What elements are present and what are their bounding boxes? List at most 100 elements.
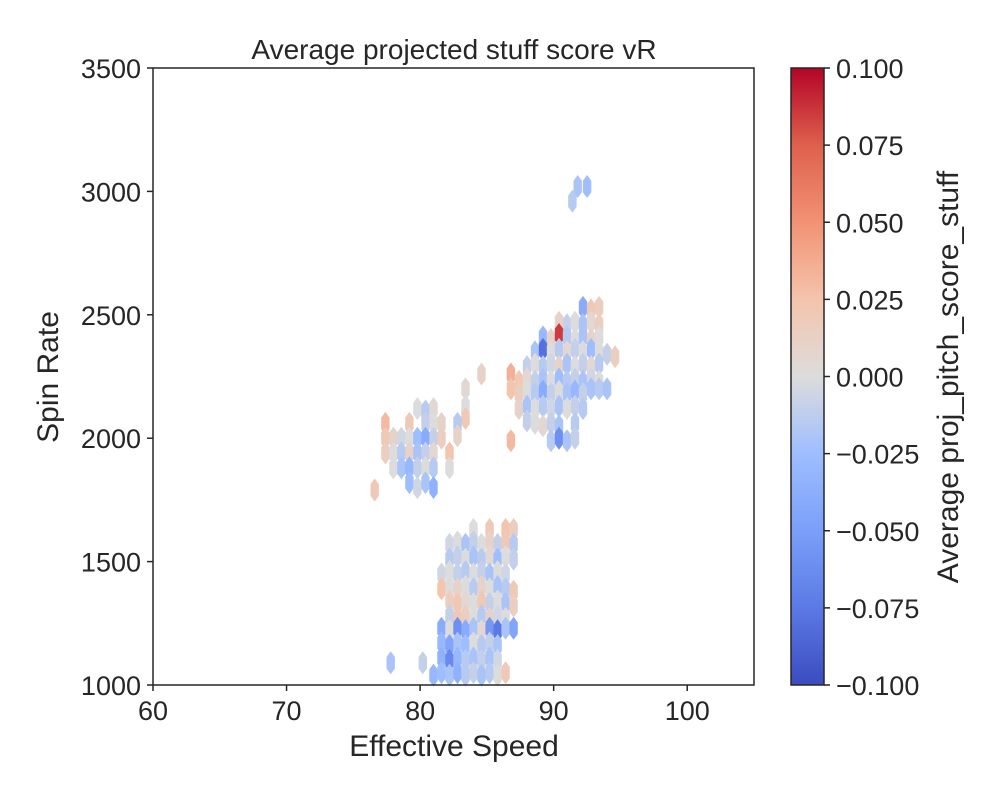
hexbin-cell [485,631,494,655]
y-axis-label: Spin Rate [32,311,65,443]
hexbin-cell [386,651,395,675]
hexbin-cell [506,362,516,386]
hexbin-cell [397,441,406,465]
hexbin-cell [445,532,454,556]
hexbin-cell [453,616,462,640]
hexbin-cell [582,175,592,198]
hexbin-cell [509,547,518,571]
hexbin-cell [522,379,532,403]
y-tick-label: 2000 [81,424,141,454]
hexbin-cell [477,634,486,657]
hexbin-cell [493,589,502,613]
hexbin-cell [546,397,556,421]
hexbin-cell [445,441,454,465]
hexbin-cell [522,394,532,418]
hexbin-cell [429,456,438,480]
hexbin-cell [413,476,422,500]
hexbin-cell [453,661,462,685]
hexbin-cell [477,560,486,583]
hexbin-cell [445,456,454,480]
hexbin-cell [509,616,518,640]
hexbin-cell [477,663,486,687]
hexbin-cell [578,352,588,376]
hexbin-cell [469,530,478,554]
y-tick-label: 3000 [81,177,141,207]
hexbin-cell [522,409,532,433]
hexbin-cell [405,471,414,495]
hexbin-cell [501,530,510,554]
hexbin-cell [493,560,502,583]
hexbin-cell [381,426,390,450]
hexbin-cell [506,377,516,401]
hexbin-cell [485,646,494,670]
colorbar-tick-label: −0.100 [836,671,919,701]
hexbin-cell [437,577,446,601]
hexbin-cell [562,397,572,421]
hexbin-cell [389,456,398,480]
hexbin-cell [453,530,462,554]
colorbar-tick-label: 0.050 [836,208,904,238]
hexbin-cell [469,545,478,569]
x-tick-label: 100 [665,696,710,726]
hexbin-cell [546,352,556,376]
hexbin-cell [477,532,486,556]
hexbin-cell [469,646,478,670]
hexbin-cell [485,577,494,601]
y-tick-label: 3500 [81,54,141,84]
hexbin-cell [413,397,422,421]
colorbar-tick-label: −0.025 [836,440,919,470]
hexbin-cell [562,325,572,349]
hexbin-cell [397,426,406,450]
x-tick-label: 60 [138,696,168,726]
hexbin-cell [429,397,438,421]
hexbin-cell [445,589,454,613]
hexbin-cell [381,441,390,465]
hexbin-cell [405,456,414,480]
hexbin-cell [469,577,478,601]
hexbin-cell [485,545,494,569]
hexbin-cell [461,663,470,687]
hexbin-cell [477,619,486,643]
hexbin-cell [453,545,462,569]
hexbin-cell [538,337,548,361]
hexbin-cell [453,592,462,616]
hexbin-cell [437,631,446,655]
hexbin-cell [554,337,564,361]
hexbin-cell [554,394,564,418]
hexbin-cell [610,345,620,369]
hexbin-cell [453,577,462,601]
hexbin-cell [578,295,588,319]
x-tick-label: 70 [272,696,302,726]
x-tick-label: 80 [405,696,435,726]
hexbin-cell [461,604,470,628]
hexbin-cell [461,574,470,598]
hexbin-cell [570,426,580,450]
hexbin-cell [421,411,430,435]
hexbin-cell [461,619,470,643]
hexbin-cell [554,379,564,403]
hexbin-cell [568,189,577,213]
hexbin-cell [485,562,494,586]
hexbin-cell [578,382,588,406]
hexbin-cell [570,337,580,361]
hexbin-cell [429,411,438,435]
hexbin-cell [453,646,462,670]
hexbin-cell [493,648,502,672]
x-axis-label: Effective Speed [349,730,559,763]
hexbin-cell [445,619,454,643]
hexbin-cell [477,604,486,628]
hexbin-cell [594,295,604,319]
hexbin-cells [370,175,620,687]
colorbar-tick-label: −0.050 [836,517,919,547]
hexbin-cell [501,562,510,586]
hexbin-cell [493,663,502,687]
colorbar [790,67,825,686]
hexbin-cell [578,397,588,421]
hexbin-cell [477,648,486,672]
hexbin-cell [530,397,540,421]
colorbar-ticks: 0.100 0.075 0.050 0.025 0.000 −0.025 −0.050 −0.… [824,54,919,701]
hexbin-cell [554,426,564,450]
y-tick-label: 1500 [81,548,141,578]
hexbin-cell [437,661,446,685]
